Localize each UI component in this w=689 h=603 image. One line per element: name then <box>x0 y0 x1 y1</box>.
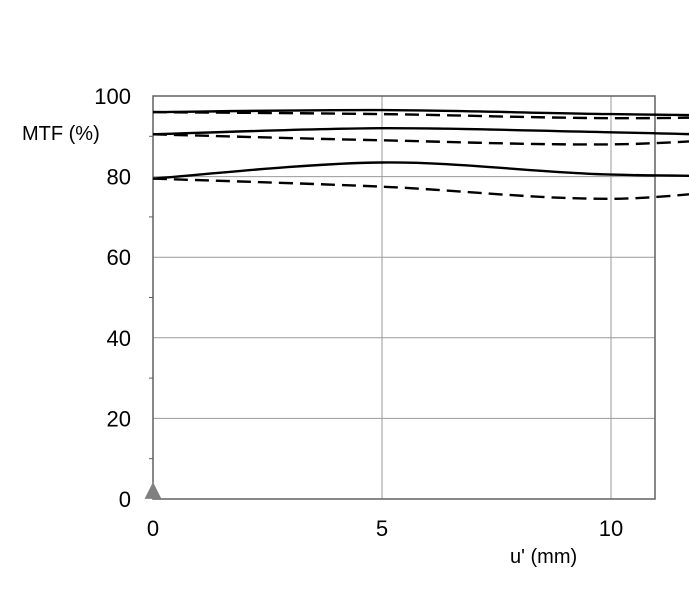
minor-ticks <box>149 135 153 460</box>
x-axis-label: u' (mm) <box>510 546 577 568</box>
y-tick-label: 0 <box>119 487 131 512</box>
series-lines <box>152 108 689 201</box>
y-tick-label: 60 <box>107 245 131 270</box>
y-tick-label: 80 <box>107 165 131 190</box>
filled-triangle-marker <box>144 481 162 499</box>
axis-markers <box>144 481 162 499</box>
y-axis-label: MTF (%) <box>22 123 100 145</box>
x-tick-labels: 05101520 <box>147 516 623 541</box>
series-line-5-solid <box>152 161 689 180</box>
series-line-6-dashed <box>152 177 689 201</box>
x-tick-label: 5 <box>376 516 388 541</box>
y-tick-label: 100 <box>94 84 131 109</box>
grid-lines <box>152 95 656 500</box>
series-line-3-solid <box>152 126 689 136</box>
y-tick-label: 40 <box>107 326 131 351</box>
x-tick-label: 10 <box>599 516 623 541</box>
plot-frame <box>152 95 656 500</box>
x-tick-label: 0 <box>147 516 159 541</box>
series-line-2-dashed <box>152 110 689 120</box>
y-tick-label: 20 <box>107 406 131 431</box>
series-line-1-solid <box>152 108 689 117</box>
y-tick-labels: 0 20 40 60 80 100 <box>94 84 131 512</box>
